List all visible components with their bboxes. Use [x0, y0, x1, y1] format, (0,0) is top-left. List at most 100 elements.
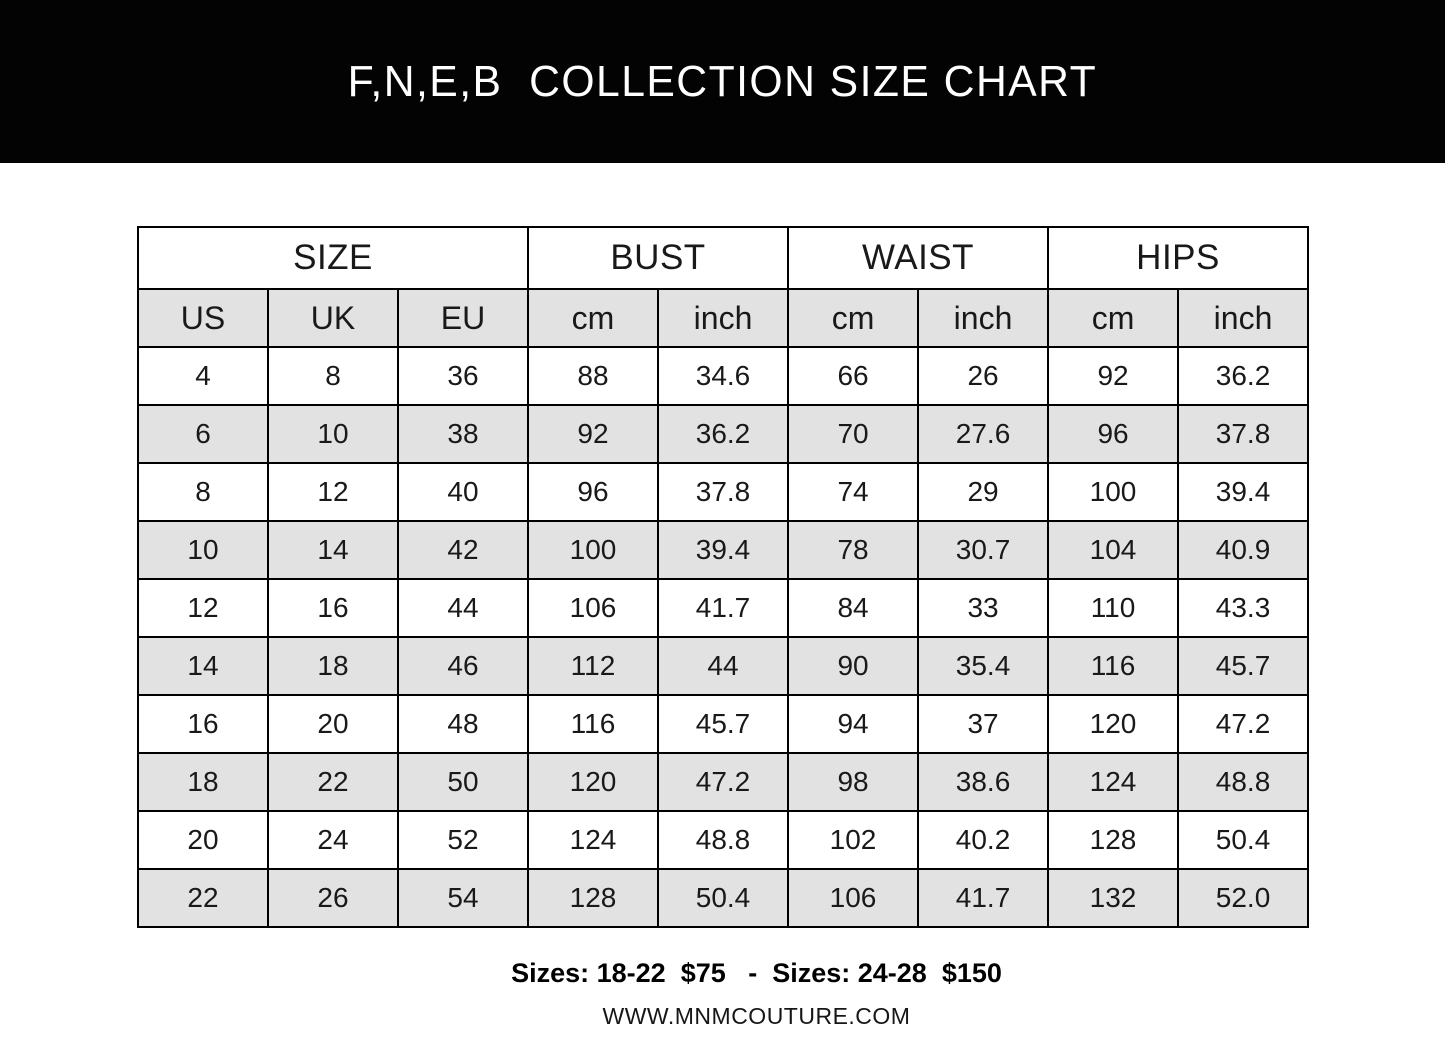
- table-cell: 96: [527, 462, 659, 522]
- table-cell: 106: [527, 578, 659, 638]
- column-header-us: US: [137, 288, 269, 348]
- table-cell: 110: [1047, 578, 1180, 638]
- table-cell: 42: [397, 520, 529, 580]
- table-cell: 46: [397, 636, 529, 696]
- column-header-waist-inch: inch: [917, 288, 1050, 348]
- table-cell: 36: [397, 346, 529, 406]
- table-cell: 18: [137, 752, 269, 812]
- column-header-bust-cm: cm: [527, 288, 659, 348]
- table-row: 18 22 50 120 47.2 98 38.6 124 48.8: [137, 752, 1310, 812]
- column-group-size: SIZE: [137, 226, 529, 290]
- column-group-waist: WAIST: [787, 226, 1050, 290]
- website-url: WWW.MNMCOUTURE.COM: [602, 1003, 911, 1029]
- table-cell: 52: [397, 810, 529, 870]
- table-cell: 38.6: [917, 752, 1050, 812]
- table-cell: 16: [137, 694, 269, 754]
- footer: Sizes: 18-22 $75 - Sizes: 24-28 $150 WWW…: [34, 958, 1445, 1030]
- table-cell: 34.6: [656, 346, 790, 406]
- table-cell: 120: [1047, 694, 1180, 754]
- table-cell: 78: [787, 520, 920, 580]
- table-cell: 112: [527, 636, 659, 696]
- table-cell: 128: [527, 868, 659, 928]
- table-cell: 92: [1047, 346, 1180, 406]
- table-cell: 4: [137, 346, 269, 406]
- table-cell: 39.4: [1177, 462, 1310, 522]
- table-cell: 18: [267, 636, 399, 696]
- table-cell: 116: [1047, 636, 1180, 696]
- table-row: 14 18 46 112 44 90 35.4 116 45.7: [137, 636, 1310, 696]
- table-cell: 29: [917, 462, 1050, 522]
- column-group-bust: BUST: [526, 226, 790, 290]
- table-cell: 12: [267, 462, 399, 522]
- table-cell: 20: [137, 810, 269, 870]
- table-cell: 74: [787, 462, 920, 522]
- table-cell: 14: [137, 636, 269, 696]
- table-cell: 16: [267, 578, 399, 638]
- table-cell: 44: [397, 578, 529, 638]
- table-cell: 10: [137, 520, 269, 580]
- table-cell: 94: [787, 694, 920, 754]
- table-cell: 106: [787, 868, 920, 928]
- table-cell: 66: [787, 346, 920, 406]
- column-header-hips-inch: inch: [1177, 288, 1310, 348]
- table-cell: 26: [267, 868, 399, 928]
- table-row: 10 14 42 100 39.4 78 30.7 104 40.9: [137, 520, 1310, 580]
- table-cell: 14: [267, 520, 399, 580]
- table-cell: 88: [527, 346, 659, 406]
- group-header-row: SIZE BUST WAIST HIPS: [137, 226, 1310, 290]
- table-cell: 116: [527, 694, 659, 754]
- table-cell: 48: [397, 694, 529, 754]
- table-row: 22 26 54 128 50.4 106 41.7 132 52.0: [137, 868, 1310, 928]
- table-cell: 45.7: [656, 694, 790, 754]
- table-cell: 22: [137, 868, 269, 928]
- table-cell: 8: [267, 346, 399, 406]
- table-cell: 41.7: [656, 578, 790, 638]
- table-row: 20 24 52 124 48.8 102 40.2 128 50.4: [137, 810, 1310, 870]
- table-cell: 12: [137, 578, 269, 638]
- table-cell: 38: [397, 404, 529, 464]
- table-row: 16 20 48 116 45.7 94 37 120 47.2: [137, 694, 1310, 754]
- table-cell: 40: [397, 462, 529, 522]
- column-header-eu: EU: [397, 288, 529, 348]
- table-cell: 6: [137, 404, 269, 464]
- table-cell: 54: [397, 868, 529, 928]
- table-cell: 47.2: [1177, 694, 1310, 754]
- table-cell: 8: [137, 462, 269, 522]
- table-cell: 50: [397, 752, 529, 812]
- table-cell: 120: [527, 752, 659, 812]
- table-cell: 22: [267, 752, 399, 812]
- table-cell: 124: [1047, 752, 1180, 812]
- column-group-hips: HIPS: [1047, 226, 1310, 290]
- table-cell: 50.4: [1177, 810, 1310, 870]
- table-cell: 20: [267, 694, 399, 754]
- table-cell: 33: [917, 578, 1050, 638]
- table-row: 12 16 44 106 41.7 84 33 110 43.3: [137, 578, 1310, 638]
- table-cell: 84: [787, 578, 920, 638]
- table-cell: 27.6: [917, 404, 1050, 464]
- table-cell: 52.0: [1177, 868, 1310, 928]
- table-cell: 26: [917, 346, 1050, 406]
- table-cell: 40.9: [1177, 520, 1310, 580]
- table-row: 4 8 36 88 34.6 66 26 92 36.2: [137, 346, 1310, 406]
- table-row: 8 12 40 96 37.8 74 29 100 39.4: [137, 462, 1310, 522]
- table-cell: 45.7: [1177, 636, 1310, 696]
- table-cell: 100: [1047, 462, 1180, 522]
- table-cell: 44: [656, 636, 790, 696]
- page-title: F,N,E,B COLLECTION SIZE CHART: [347, 56, 1098, 106]
- table-cell: 37.8: [1177, 404, 1310, 464]
- table-cell: 48.8: [1177, 752, 1310, 812]
- table-cell: 10: [267, 404, 399, 464]
- table-cell: 70: [787, 404, 920, 464]
- table-cell: 37.8: [656, 462, 790, 522]
- table-cell: 37: [917, 694, 1050, 754]
- table-cell: 36.2: [1177, 346, 1310, 406]
- table-cell: 102: [787, 810, 920, 870]
- unit-header-row: US UK EU cm inch cm inch cm inch: [137, 288, 1310, 348]
- table-cell: 36.2: [656, 404, 790, 464]
- table-cell: 124: [527, 810, 659, 870]
- table-cell: 43.3: [1177, 578, 1310, 638]
- table-cell: 24: [267, 810, 399, 870]
- table-cell: 132: [1047, 868, 1180, 928]
- table-cell: 92: [527, 404, 659, 464]
- table-cell: 47.2: [656, 752, 790, 812]
